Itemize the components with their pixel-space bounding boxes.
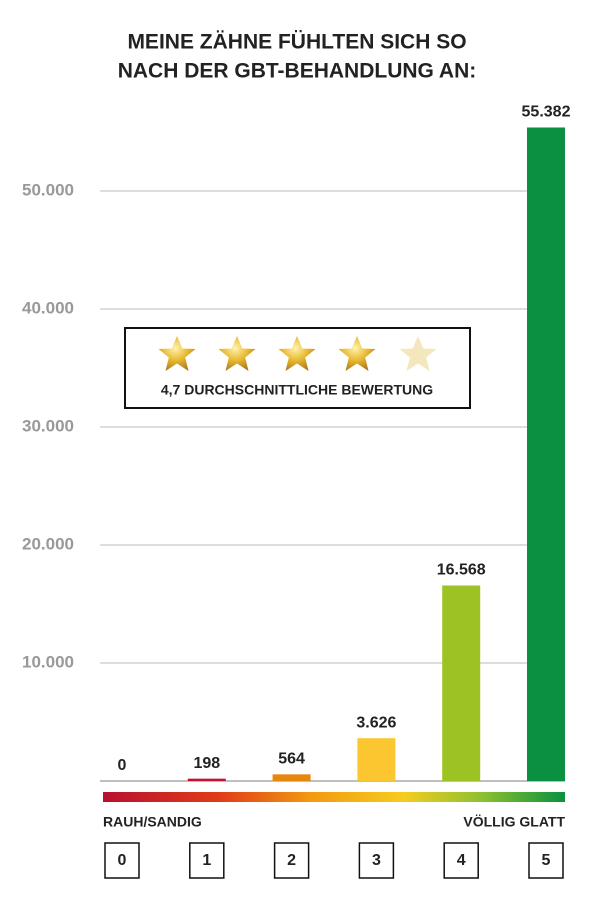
- category-box: [273, 842, 310, 879]
- x-tick-label: 5: [542, 852, 551, 869]
- x-tick-label: 3: [372, 852, 381, 869]
- value-label: 198: [193, 755, 220, 772]
- category-box: [358, 842, 395, 879]
- x-tick-label: 4: [457, 852, 466, 869]
- value-label: 55.382: [522, 104, 571, 121]
- y-tick-label: 20.000: [22, 534, 74, 553]
- scale-gradient: [103, 792, 565, 802]
- y-tick-label: 40.000: [22, 298, 74, 317]
- scale-label: RAUH/SANDIG: [103, 814, 202, 830]
- x-tick-label: 0: [118, 852, 127, 869]
- value-label: 0: [118, 757, 127, 774]
- category-box: [443, 842, 479, 879]
- category-box: [189, 842, 225, 879]
- category-box: [104, 842, 140, 879]
- value-label: 16.568: [437, 562, 486, 579]
- bar: [272, 774, 311, 781]
- bar: [442, 585, 481, 781]
- scale-label: VÖLLIG GLATT: [463, 814, 565, 830]
- value-label: 564: [278, 751, 305, 768]
- bar: [187, 778, 226, 781]
- y-tick-label: 30.000: [22, 416, 74, 435]
- chart-title: NACH DER GBT-BEHANDLUNG AN:: [118, 60, 477, 83]
- y-tick-label: 10.000: [22, 652, 74, 671]
- chart-title: MEINE ZÄHNE FÜHLTEN SICH SO: [127, 31, 466, 54]
- rating-label: 4,7 DURCHSCHNITTLICHE BEWERTUNG: [161, 382, 433, 398]
- bar: [527, 127, 565, 781]
- x-tick-label: 1: [202, 852, 211, 869]
- bar: [357, 738, 396, 781]
- x-tick-label: 2: [287, 852, 296, 869]
- category-box: [528, 842, 564, 879]
- y-tick-label: 50.000: [22, 180, 74, 199]
- rating-box: 4,7 DURCHSCHNITTLICHE BEWERTUNG: [124, 327, 471, 409]
- value-label: 3.626: [356, 714, 396, 731]
